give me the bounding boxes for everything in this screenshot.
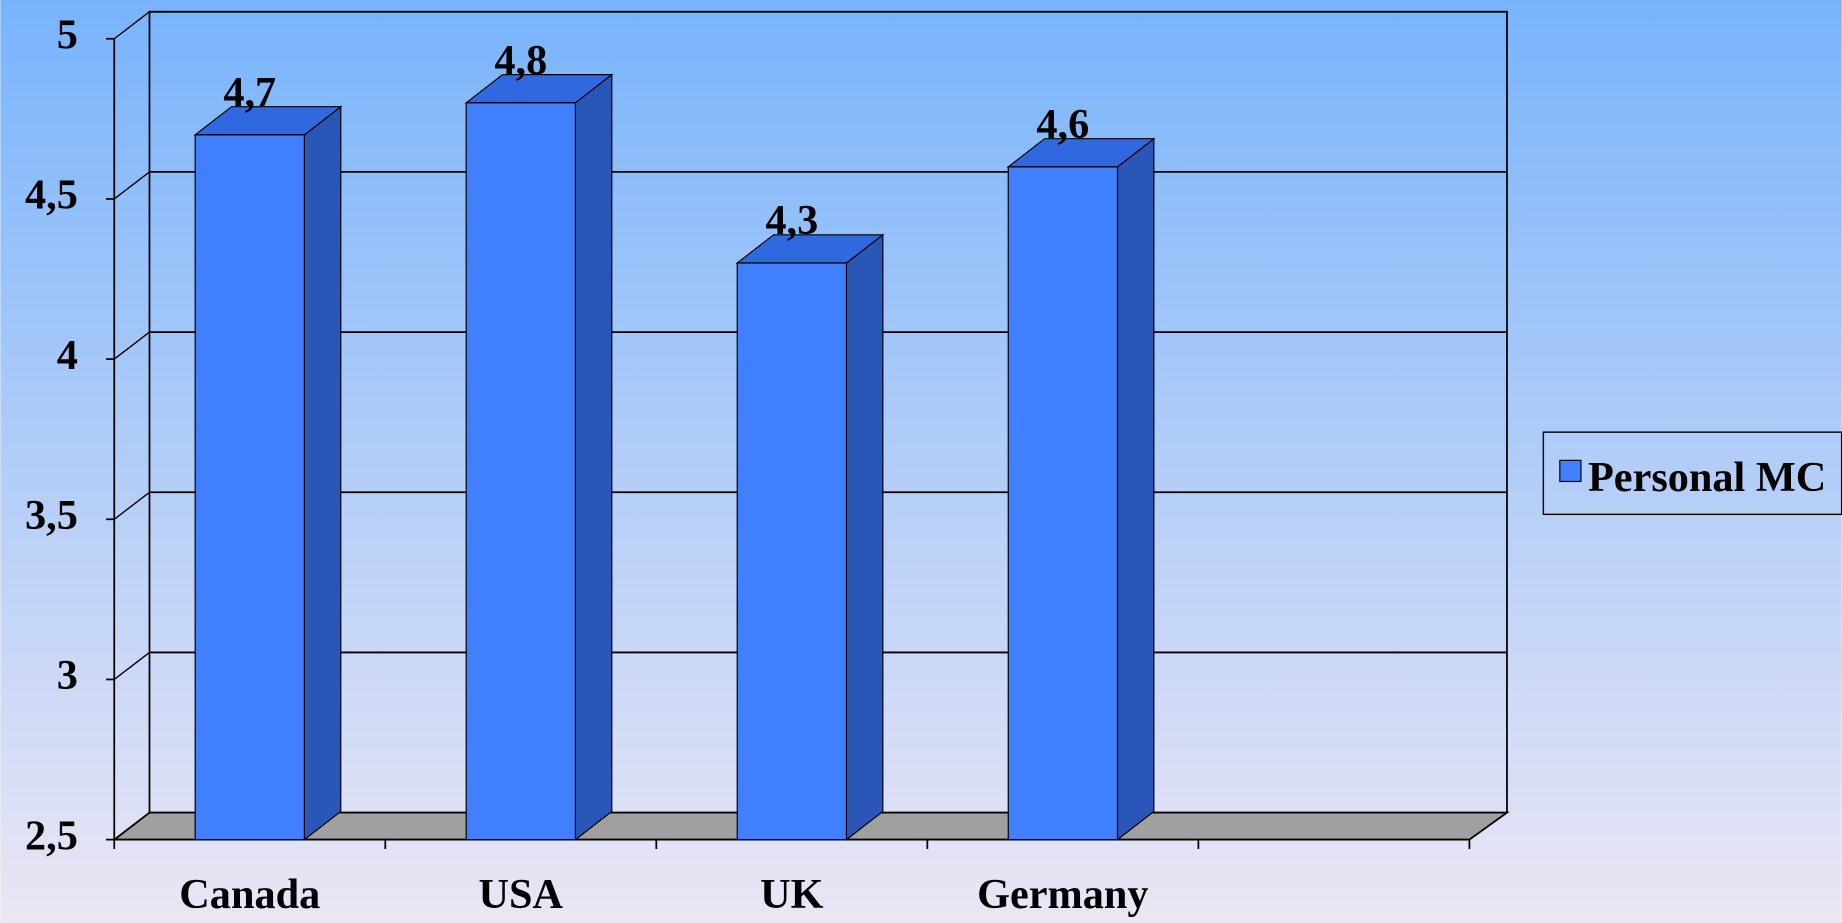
x-tick-label: Canada — [179, 871, 320, 918]
grid-diagonal — [113, 11, 150, 40]
y-tick-label: 3,5 — [25, 492, 78, 539]
bar-side — [1116, 137, 1155, 841]
x-tick-label: Germany — [977, 871, 1148, 918]
grid-diagonal — [113, 331, 150, 360]
grid-diagonal — [113, 651, 150, 681]
grid-diagonal — [113, 812, 150, 841]
y-tick-label: 5 — [57, 11, 78, 58]
bar — [1007, 166, 1119, 841]
y-tick-label: 2,5 — [25, 812, 78, 859]
y-tick-label: 4,5 — [25, 172, 78, 219]
value-label: 4,6 — [1036, 101, 1089, 148]
legend-swatch — [1559, 459, 1582, 483]
x-tick-label: USA — [479, 871, 564, 918]
grid-diagonal — [113, 171, 150, 200]
x-tick-label: UK — [760, 871, 824, 918]
y-tick-label: 4 — [57, 332, 78, 379]
value-label: 4,3 — [765, 197, 818, 244]
value-label: 4,8 — [494, 37, 547, 84]
y-tick-label: 3 — [57, 652, 78, 699]
bar — [736, 262, 848, 841]
bar-side — [303, 105, 342, 841]
bar-side — [845, 233, 884, 841]
bar-side — [574, 73, 613, 841]
legend-label: Personal MC — [1588, 454, 1826, 501]
value-label: 4,7 — [223, 69, 276, 116]
bar — [465, 102, 576, 841]
grid-diagonal — [113, 491, 150, 520]
bar — [194, 134, 305, 841]
